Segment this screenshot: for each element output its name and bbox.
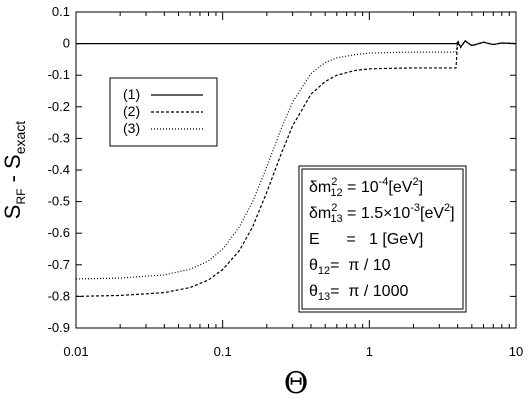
param-line-theta12: θ12= π / 10 — [309, 257, 391, 277]
y-tick-label: -0.9 — [48, 320, 70, 335]
param-line-energy: E = 1 [GeV] — [309, 231, 423, 248]
x-tick-label: 1 — [366, 344, 373, 359]
parameters-box-outer — [298, 165, 467, 313]
y-tick-label: -0.3 — [48, 130, 70, 145]
y-axis-title-main: S — [0, 205, 25, 220]
x-tick-label: 10 — [509, 344, 523, 359]
x-tick-label: 0.01 — [63, 344, 88, 359]
legend-label-1: (1) — [123, 86, 140, 102]
y-tick-label: 0 — [63, 36, 70, 51]
y-tick-label: -0.1 — [48, 67, 70, 82]
legend: (1) (2) (3) — [109, 77, 218, 147]
y-tick-label: -0.7 — [48, 257, 70, 272]
y-tick-label: 0.1 — [52, 4, 70, 19]
param-line-dm12: δm2 12 = 10-4[eV2] — [309, 176, 423, 199]
y-tick-label: -0.4 — [48, 162, 70, 177]
param-line-dm13: δm2 13 = 1.5×10-3[eV2] — [309, 202, 455, 225]
y-tick-label: -0.6 — [48, 225, 70, 240]
param-line-theta13: θ13= π / 1000 — [309, 283, 408, 303]
series-layer — [75, 39, 517, 297]
series-line-1 — [76, 40, 517, 48]
y-axis-title: SRF - Sexact — [0, 121, 28, 219]
y-tick-label: -0.2 — [48, 99, 70, 114]
parameters-box: δm2 12 = 10-4[eV2] δm2 13 = 1.5×10-3[eV2] … — [298, 165, 467, 313]
x-tick-label: 0.1 — [214, 344, 232, 359]
legend-label-2: (2) — [123, 103, 140, 119]
y-tick-label: -0.8 — [48, 288, 70, 303]
y-axis-title-sub1: RF — [14, 189, 28, 205]
y-axis-title-mid: - S — [0, 154, 25, 188]
y-axis-title-sub2: exact — [12, 121, 28, 155]
series-line-3 — [75, 39, 517, 280]
x-axis-title: Θ — [284, 366, 309, 400]
y-tick-label: -0.5 — [48, 194, 70, 209]
parameters-box-inner — [301, 168, 464, 310]
axis-tick-labels: 0.1 0 -0.1 -0.2 -0.3 -0.4 -0.5 -0.6 -0.7 -0.8 -0.9… — [48, 4, 524, 359]
legend-label-3: (3) — [123, 120, 140, 136]
series-line-2 — [75, 39, 517, 297]
